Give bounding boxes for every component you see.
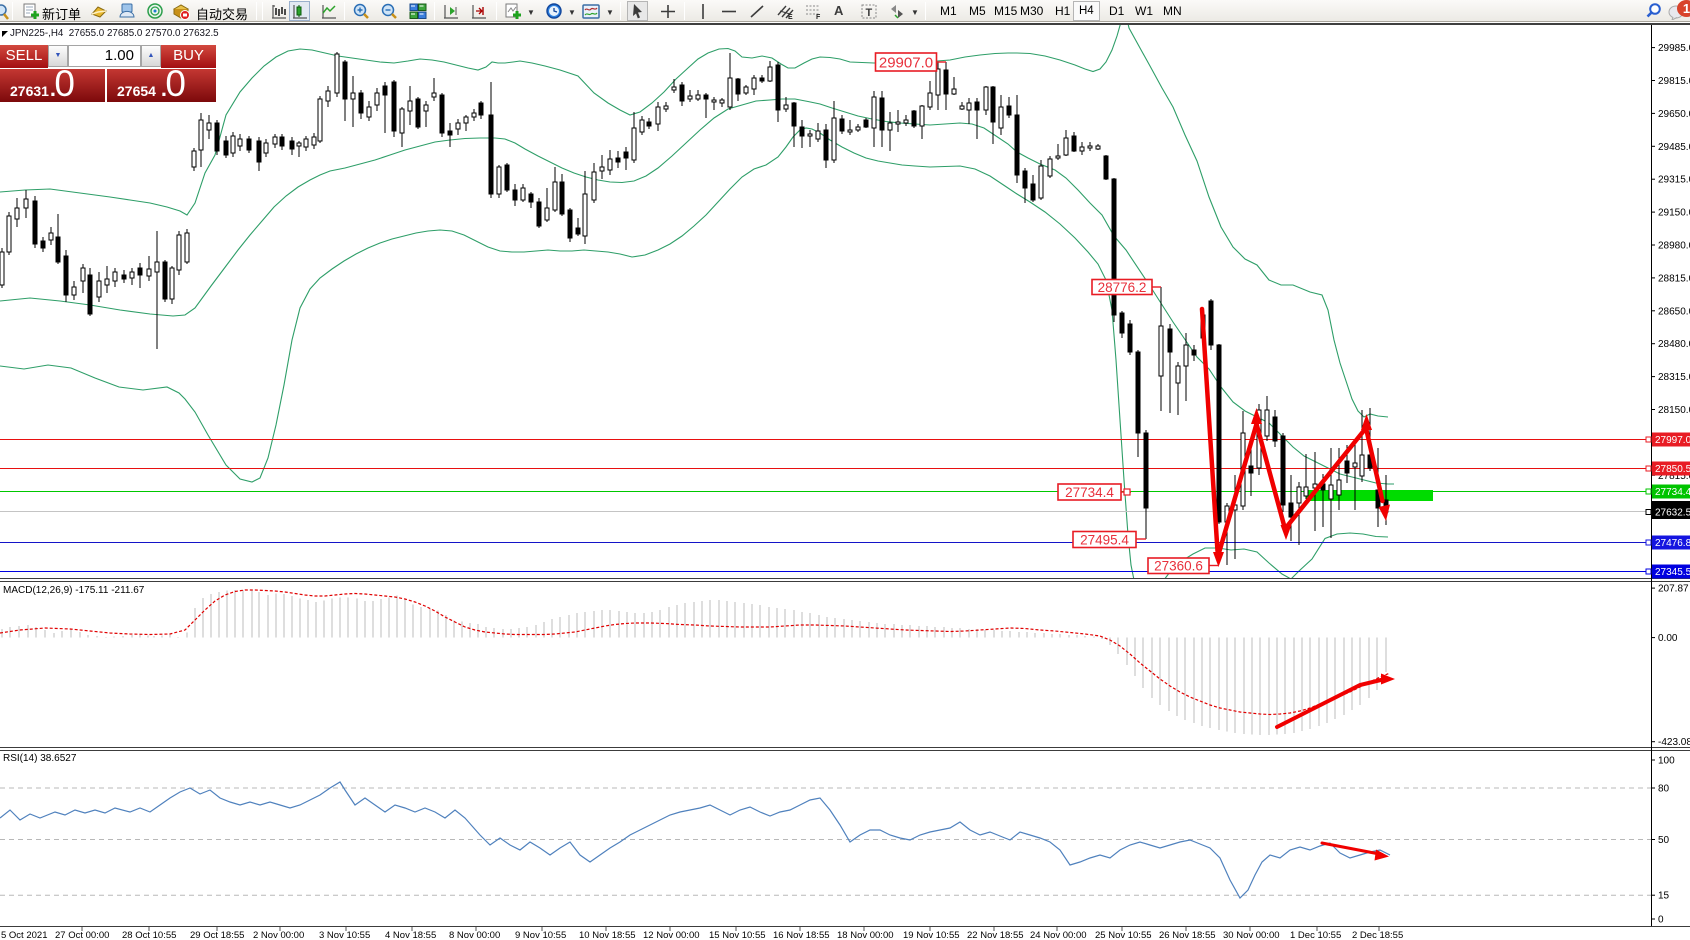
svg-text:16 Nov 18:55: 16 Nov 18:55 xyxy=(773,930,830,940)
svg-text:28815.0: 28815.0 xyxy=(1658,273,1690,284)
svg-text:50: 50 xyxy=(1658,835,1670,846)
svg-text:28776.2: 28776.2 xyxy=(1098,280,1147,295)
svg-text:27997.0: 27997.0 xyxy=(1655,435,1690,446)
svg-text:1 Dec 10:55: 1 Dec 10:55 xyxy=(1290,930,1341,940)
svg-text:2 Nov 00:00: 2 Nov 00:00 xyxy=(253,930,304,940)
svg-text:27734.4: 27734.4 xyxy=(1655,487,1690,498)
svg-text:27815.0: 27815.0 xyxy=(1658,471,1690,482)
svg-text:27345.5: 27345.5 xyxy=(1655,567,1690,578)
svg-text:29650.0: 29650.0 xyxy=(1658,109,1690,120)
svg-text:80: 80 xyxy=(1658,784,1670,795)
svg-text:28 Oct 10:55: 28 Oct 10:55 xyxy=(122,930,176,940)
svg-text:27734.4: 27734.4 xyxy=(1065,485,1114,500)
svg-text:29 Oct 18:55: 29 Oct 18:55 xyxy=(190,930,244,940)
svg-text:28650.0: 28650.0 xyxy=(1658,306,1690,317)
svg-text:4 Nov 18:55: 4 Nov 18:55 xyxy=(385,930,436,940)
svg-text:MACD(12,26,9) -175.11 -211.67: MACD(12,26,9) -175.11 -211.67 xyxy=(3,585,145,596)
svg-text:12 Nov 00:00: 12 Nov 00:00 xyxy=(643,930,700,940)
svg-text:29150.0: 29150.0 xyxy=(1658,208,1690,219)
svg-text:27 Oct 00:00: 27 Oct 00:00 xyxy=(55,930,109,940)
svg-text:15: 15 xyxy=(1658,891,1670,902)
svg-text:T: T xyxy=(866,7,873,19)
svg-text:100: 100 xyxy=(1658,756,1675,767)
svg-text:29985.0: 29985.0 xyxy=(1658,43,1690,54)
svg-text:3 Nov 10:55: 3 Nov 10:55 xyxy=(319,930,370,940)
svg-text:28315.0: 28315.0 xyxy=(1658,372,1690,383)
svg-text:207.87: 207.87 xyxy=(1658,584,1689,595)
svg-text:27476.8: 27476.8 xyxy=(1655,538,1690,549)
svg-text:27495.4: 27495.4 xyxy=(1080,532,1129,547)
svg-text:0: 0 xyxy=(1658,915,1664,926)
svg-text:8 Nov 00:00: 8 Nov 00:00 xyxy=(449,930,500,940)
svg-text:10 Nov 18:55: 10 Nov 18:55 xyxy=(579,930,636,940)
svg-text:2 Dec 18:55: 2 Dec 18:55 xyxy=(1352,930,1403,940)
svg-text:29315.0: 29315.0 xyxy=(1658,175,1690,186)
svg-text:18 Nov 00:00: 18 Nov 00:00 xyxy=(837,930,894,940)
svg-text:28150.0: 28150.0 xyxy=(1658,405,1690,416)
svg-text:-423.08: -423.08 xyxy=(1658,737,1690,748)
svg-text:28980.0: 28980.0 xyxy=(1658,241,1690,252)
svg-text:22 Nov 18:55: 22 Nov 18:55 xyxy=(967,930,1024,940)
svg-text:27632.5: 27632.5 xyxy=(1655,508,1690,519)
svg-text:27850.5: 27850.5 xyxy=(1655,464,1690,475)
svg-text:19 Nov 10:55: 19 Nov 10:55 xyxy=(903,930,960,940)
svg-text:F: F xyxy=(816,14,821,20)
svg-text:25 Nov 10:55: 25 Nov 10:55 xyxy=(1095,930,1152,940)
svg-text:9 Nov 10:55: 9 Nov 10:55 xyxy=(515,930,566,940)
svg-text:29907.0: 29907.0 xyxy=(879,54,933,71)
svg-text:RSI(14) 38.6527: RSI(14) 38.6527 xyxy=(3,753,77,764)
svg-text:26 Nov 18:55: 26 Nov 18:55 xyxy=(1159,930,1216,940)
svg-text:29485.0: 29485.0 xyxy=(1658,142,1690,153)
svg-text:30 Nov 00:00: 30 Nov 00:00 xyxy=(1223,930,1280,940)
svg-text:E: E xyxy=(788,14,793,20)
svg-text:5 Oct 2021: 5 Oct 2021 xyxy=(1,930,47,940)
svg-text:28480.0: 28480.0 xyxy=(1658,339,1690,350)
svg-text:27360.6: 27360.6 xyxy=(1154,559,1203,574)
svg-text:24 Nov 00:00: 24 Nov 00:00 xyxy=(1030,930,1087,940)
svg-text:29815.0: 29815.0 xyxy=(1658,76,1690,87)
svg-text:15 Nov 10:55: 15 Nov 10:55 xyxy=(709,930,766,940)
svg-text:0.00: 0.00 xyxy=(1658,633,1678,644)
